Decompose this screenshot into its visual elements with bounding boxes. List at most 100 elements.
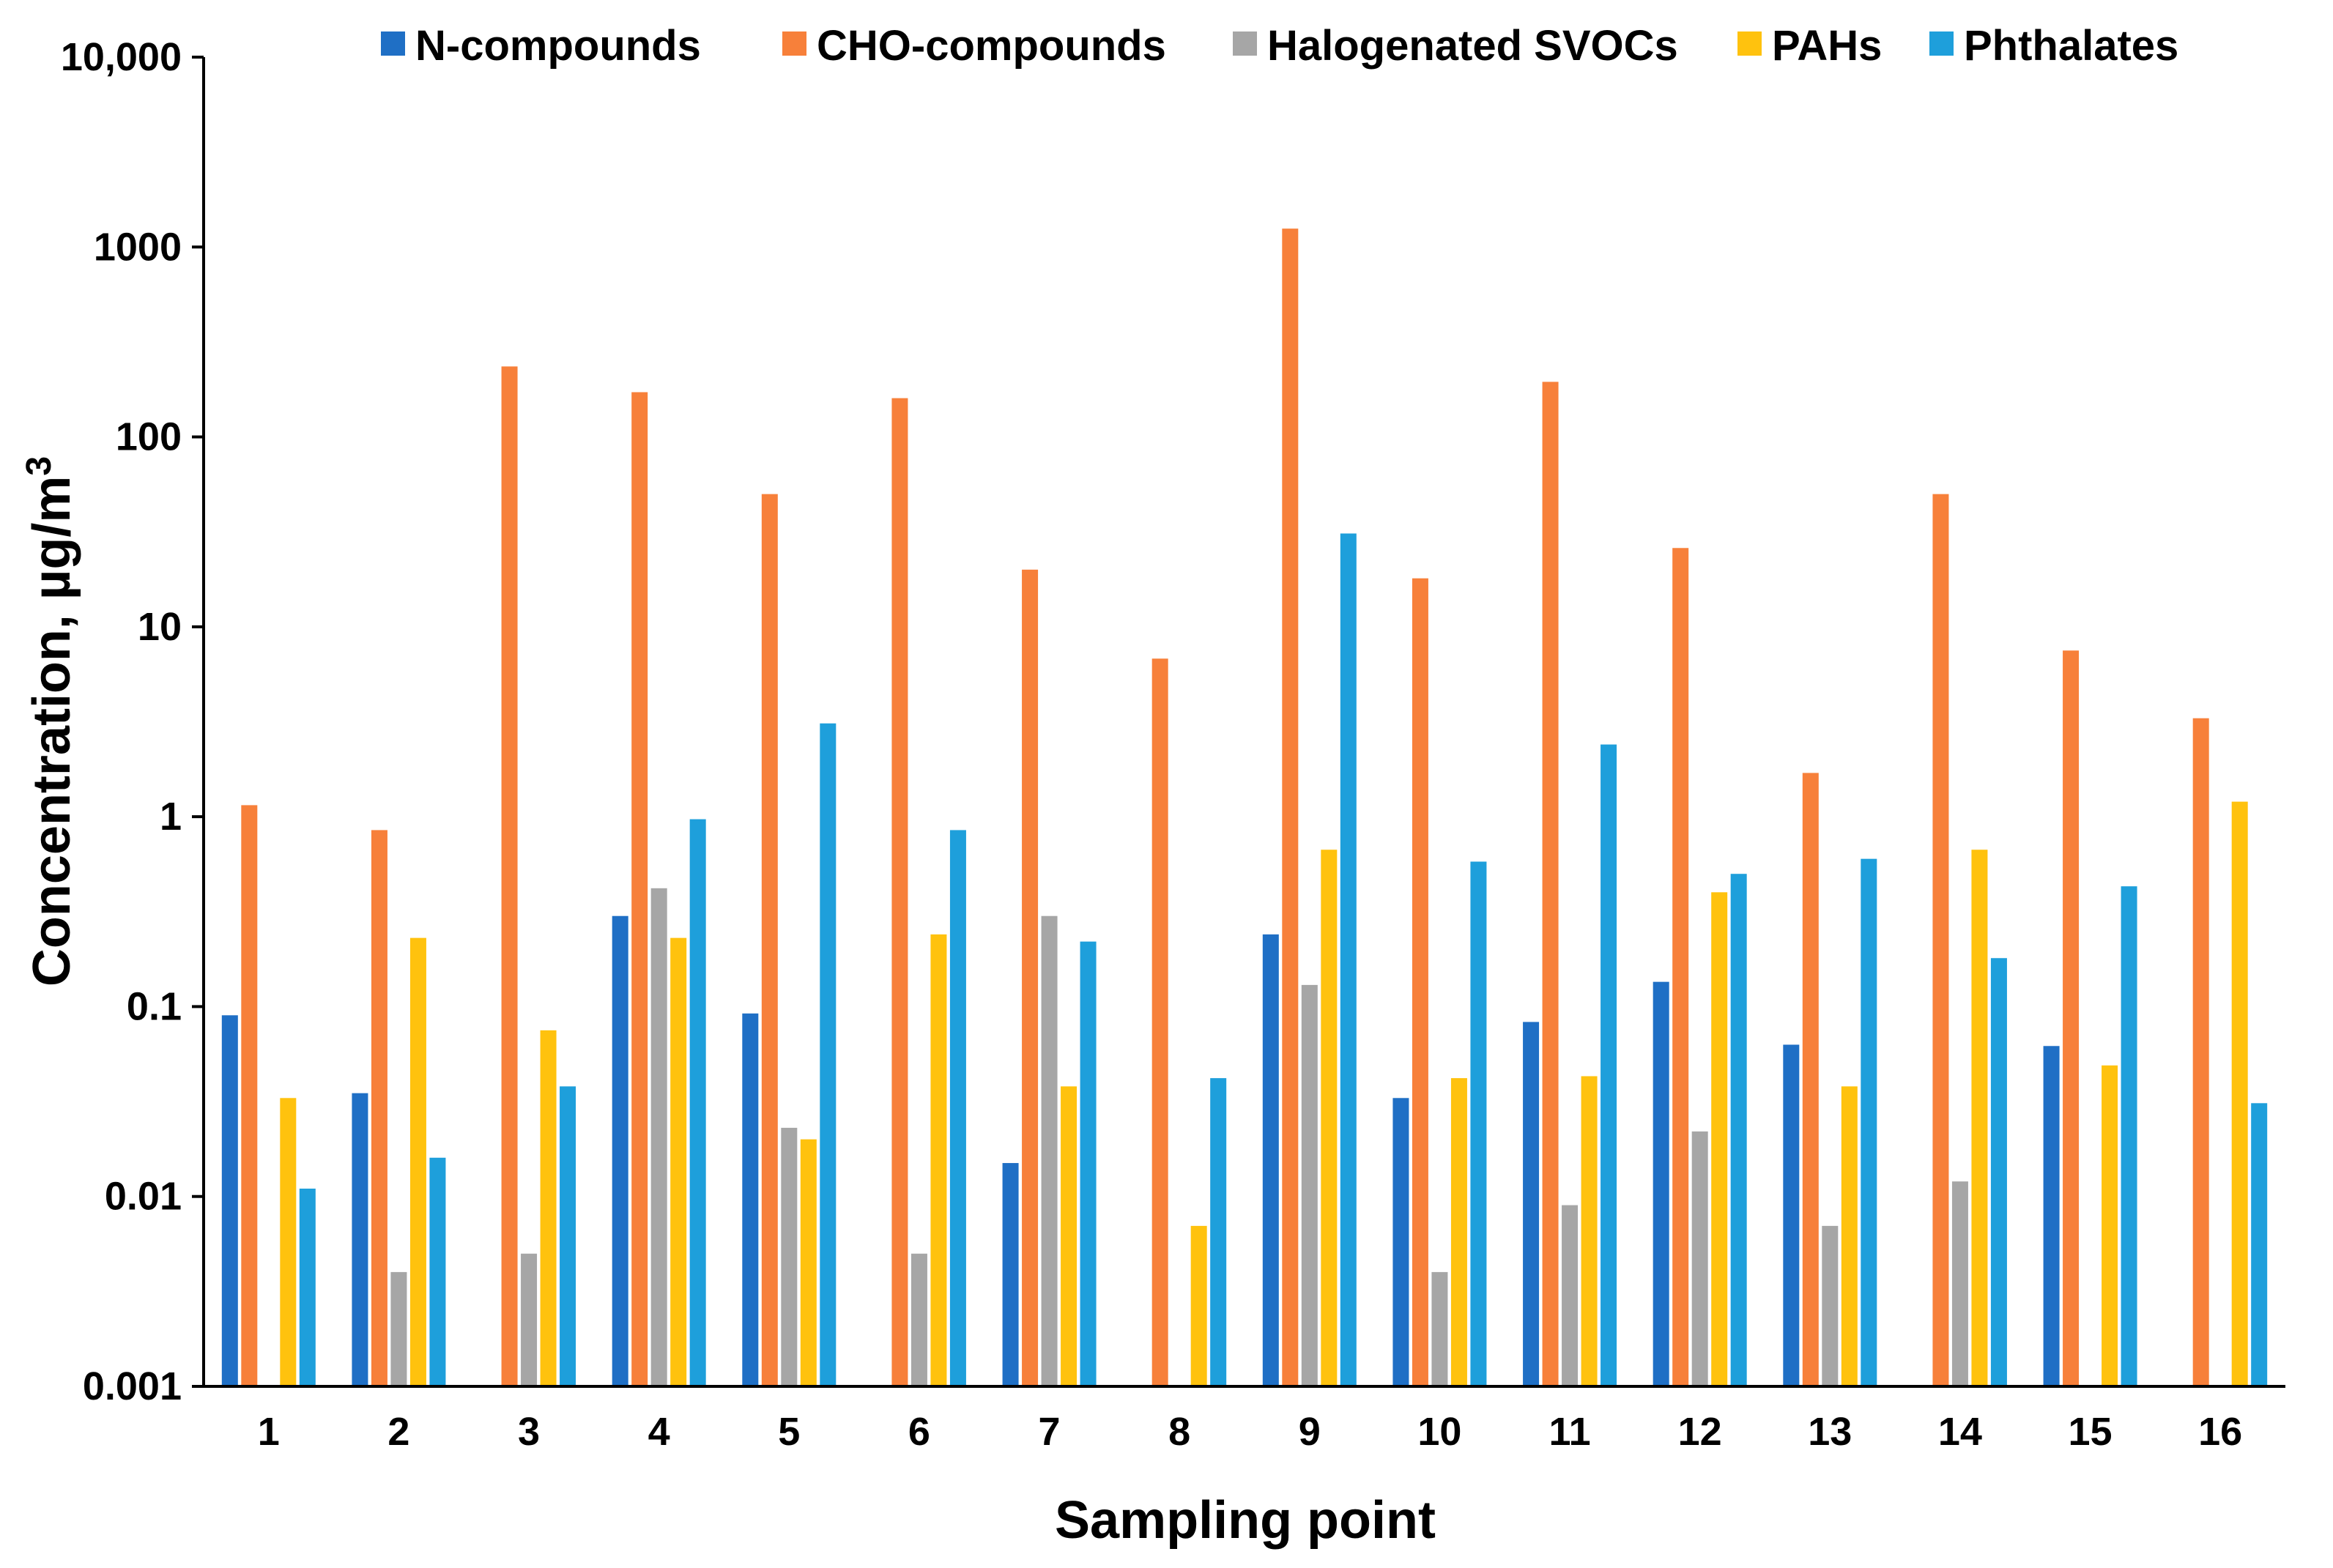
x-tick-label: 10: [1417, 1410, 1461, 1454]
x-axis-title: Sampling point: [1055, 1491, 1436, 1550]
bar-pahs-point-6: [930, 934, 947, 1386]
bar-cho-compounds-point-2: [371, 830, 387, 1386]
y-axis-ticks: 0.001 0.01 0.1 1 10 100 1000 10,000: [61, 35, 204, 1408]
bar-halogenated-svocs-point-9: [1301, 984, 1318, 1386]
bar-n-compounds-point-11: [1523, 1022, 1540, 1386]
bars: [221, 228, 2268, 1387]
y-tick-label: 100: [116, 415, 182, 459]
bar-phthalates-point-3: [560, 1086, 576, 1386]
legend-label-halogenated-svocs: Halogenated SVOCs: [1267, 22, 1678, 70]
bar-cho-compounds-point-3: [501, 366, 518, 1386]
x-tick-label: 11: [1549, 1410, 1591, 1454]
bar-n-compounds-point-13: [1783, 1044, 1800, 1386]
bar-cho-compounds-point-1: [241, 805, 258, 1386]
legend-label-cho-compounds: CHO-compounds: [817, 22, 1166, 70]
bar-pahs-point-7: [1061, 1086, 1078, 1386]
bar-halogenated-svocs-point-3: [521, 1253, 538, 1386]
bar-cho-compounds-point-5: [761, 494, 778, 1386]
y-tick-label: 0.001: [83, 1364, 182, 1408]
bar-n-compounds-point-2: [352, 1093, 368, 1386]
bar-halogenated-svocs-point-10: [1431, 1271, 1448, 1386]
legend-swatch-n-compounds: [381, 31, 405, 56]
bar-n-compounds-point-5: [742, 1013, 759, 1386]
bar-pahs-point-10: [1450, 1078, 1467, 1386]
bar-phthalates-point-8: [1210, 1078, 1227, 1386]
bar-cho-compounds-point-10: [1412, 578, 1428, 1386]
bar-halogenated-svocs-point-2: [390, 1271, 407, 1386]
x-tick-label: 16: [2198, 1410, 2242, 1454]
bar-phthalates-point-4: [689, 819, 706, 1386]
legend-swatch-halogenated-svocs: [1233, 31, 1257, 56]
y-tick-label: 0.1: [127, 984, 182, 1028]
bar-phthalates-point-15: [2121, 886, 2137, 1386]
bar-cho-compounds-point-13: [1802, 773, 1819, 1386]
y-axis-title: Concentration, µg/m3: [20, 456, 81, 986]
bar-n-compounds-point-10: [1392, 1098, 1409, 1386]
bar-cho-compounds-point-9: [1282, 228, 1299, 1386]
y-tick-label: 10,000: [61, 35, 182, 79]
x-axis-ticks: 1 2 3 4 5 6 7 8 9 10 11 12 13 14 15 16: [258, 1410, 2242, 1454]
x-tick-label: 14: [1938, 1410, 1982, 1454]
legend-label-phthalates: Phthalates: [1964, 22, 2178, 70]
legend-label-pahs: PAHs: [1772, 22, 1882, 70]
bar-pahs-point-11: [1581, 1076, 1598, 1386]
x-tick-label: 4: [648, 1410, 670, 1454]
bar-n-compounds-point-9: [1262, 934, 1279, 1386]
y-tick-label: 10: [138, 605, 182, 649]
bar-phthalates-point-16: [2251, 1103, 2268, 1386]
bar-phthalates-point-5: [820, 723, 837, 1386]
bar-phthalates-point-11: [1601, 744, 1617, 1386]
bar-phthalates-point-7: [1080, 941, 1097, 1386]
bar-pahs-point-5: [800, 1139, 817, 1386]
bar-pahs-point-14: [1971, 850, 1988, 1386]
bar-halogenated-svocs-point-6: [910, 1253, 927, 1386]
bar-pahs-point-13: [1841, 1086, 1858, 1386]
legend-swatch-phthalates: [1929, 31, 1954, 56]
bar-pahs-point-15: [2102, 1065, 2118, 1386]
legend-swatch-cho-compounds: [782, 31, 806, 56]
legend-swatch-pahs: [1737, 31, 1762, 56]
bar-pahs-point-1: [280, 1098, 297, 1386]
bar-phthalates-point-12: [1730, 874, 1747, 1386]
bar-cho-compounds-point-4: [631, 392, 648, 1387]
bar-phthalates-point-10: [1470, 861, 1487, 1386]
bar-cho-compounds-point-15: [2063, 650, 2080, 1386]
bar-cho-compounds-point-12: [1672, 548, 1689, 1386]
bar-cho-compounds-point-14: [1932, 494, 1949, 1386]
x-tick-label: 15: [2069, 1410, 2113, 1454]
bar-phthalates-point-13: [1861, 858, 1877, 1386]
x-tick-label: 5: [778, 1410, 800, 1454]
x-tick-label: 8: [1168, 1410, 1190, 1454]
bar-cho-compounds-point-16: [2192, 718, 2209, 1386]
y-tick-label: 1: [160, 795, 182, 839]
x-tick-label: 13: [1808, 1410, 1852, 1454]
bar-phthalates-point-9: [1340, 533, 1357, 1386]
x-tick-label: 6: [908, 1410, 930, 1454]
bar-halogenated-svocs-point-5: [781, 1127, 798, 1386]
bar-pahs-point-16: [2231, 801, 2248, 1386]
bar-cho-compounds-point-6: [891, 398, 908, 1387]
bar-cho-compounds-point-8: [1151, 658, 1168, 1386]
y-axis-title-superscript: 3: [20, 456, 59, 476]
y-tick-label: 0.01: [105, 1175, 182, 1219]
bar-pahs-point-3: [540, 1030, 557, 1386]
x-tick-label: 1: [258, 1410, 280, 1454]
bar-phthalates-point-14: [1990, 958, 2007, 1386]
bar-pahs-point-12: [1711, 892, 1728, 1386]
bar-cho-compounds-point-7: [1022, 569, 1039, 1386]
y-tick-label: 1000: [94, 225, 182, 269]
bar-phthalates-point-2: [429, 1157, 446, 1386]
x-tick-label: 12: [1678, 1410, 1722, 1454]
bar-pahs-point-4: [670, 937, 687, 1386]
bar-pahs-point-9: [1321, 850, 1338, 1386]
bar-n-compounds-point-1: [221, 1015, 238, 1386]
legend-label-n-compounds: N-compounds: [415, 22, 701, 70]
x-tick-label: 2: [387, 1410, 409, 1454]
bar-halogenated-svocs-point-4: [650, 888, 667, 1386]
bar-cho-compounds-point-11: [1542, 382, 1559, 1386]
y-axis-title-text: Concentration, µg/m: [23, 476, 81, 987]
bar-phthalates-point-1: [299, 1188, 316, 1386]
bar-phthalates-point-6: [949, 830, 966, 1386]
bar-halogenated-svocs-point-7: [1041, 915, 1058, 1386]
